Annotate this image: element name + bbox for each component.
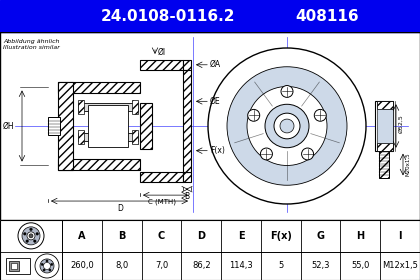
Circle shape [248,109,260,121]
Circle shape [22,227,40,245]
Bar [78,133,138,141]
Bar [58,158,140,171]
Text: ØH: ØH [3,122,14,130]
Text: D: D [197,231,205,241]
Circle shape [227,67,347,185]
Bar [58,81,140,94]
Circle shape [27,232,35,240]
Bar [140,60,183,70]
Circle shape [34,240,36,242]
Bar [78,100,84,114]
Circle shape [314,109,326,121]
Text: Ate: Ate [263,129,310,153]
Text: Abbildung ähnlich: Abbildung ähnlich [3,39,60,44]
Circle shape [51,263,53,265]
Circle shape [30,228,32,231]
Text: 408116: 408116 [296,9,360,24]
Circle shape [274,113,300,139]
Bar [78,103,138,111]
Text: 114,3: 114,3 [229,262,253,270]
Text: Ø52,5: Ø52,5 [398,115,403,133]
Circle shape [265,104,309,148]
Bar [183,60,191,70]
Bar [132,130,138,144]
Circle shape [41,263,43,265]
Text: 55,0: 55,0 [351,262,370,270]
Circle shape [49,269,51,271]
Circle shape [208,48,366,204]
Circle shape [40,259,54,273]
Text: Illustration similar: Illustration similar [3,45,60,50]
Text: 8,0: 8,0 [115,262,128,270]
Circle shape [260,148,273,160]
Text: ØE: ØE [210,97,220,106]
Text: M12x1,5: M12x1,5 [382,262,418,270]
Circle shape [24,232,26,235]
Bar [377,101,393,109]
Circle shape [36,232,39,235]
Text: F(x): F(x) [210,146,225,155]
Bar [48,117,60,135]
Bar [88,105,128,147]
Bar [375,101,393,151]
Circle shape [43,269,45,271]
Bar [11,263,17,269]
Bar [140,172,183,182]
Circle shape [280,119,294,133]
Text: 7,0: 7,0 [155,262,168,270]
Circle shape [44,262,50,269]
Circle shape [247,87,327,165]
Bar [183,172,191,182]
Text: C (MTH): C (MTH) [147,198,176,205]
Circle shape [302,148,314,160]
Bar [377,109,393,143]
Circle shape [46,260,48,262]
Text: M20x1,5: M20x1,5 [405,153,410,176]
Text: 260,0: 260,0 [70,262,94,270]
Text: 86,2: 86,2 [192,262,210,270]
Text: 5: 5 [278,262,284,270]
Text: C: C [158,231,165,241]
Text: D: D [118,204,123,213]
Text: 24.0108-0116.2: 24.0108-0116.2 [101,9,235,24]
Text: ØI: ØI [158,48,166,57]
Circle shape [35,254,59,278]
Text: G: G [317,231,325,241]
Text: B: B [118,231,125,241]
Bar [377,143,393,151]
Text: I: I [398,231,402,241]
Bar [78,130,84,144]
Bar [183,70,191,172]
Bar [379,151,389,178]
Bar [132,100,138,114]
Text: H: H [356,231,365,241]
Bar [58,81,73,171]
Bar [6,258,30,274]
Bar [9,261,19,271]
Text: 52,3: 52,3 [311,262,330,270]
Text: B: B [184,192,189,201]
Text: A: A [78,231,86,241]
Circle shape [18,223,44,249]
Text: ØA: ØA [210,60,221,69]
Text: E: E [238,231,244,241]
Circle shape [29,234,33,238]
Bar [140,103,152,149]
Circle shape [26,240,29,242]
Text: F(x): F(x) [270,231,292,241]
Circle shape [281,85,293,97]
